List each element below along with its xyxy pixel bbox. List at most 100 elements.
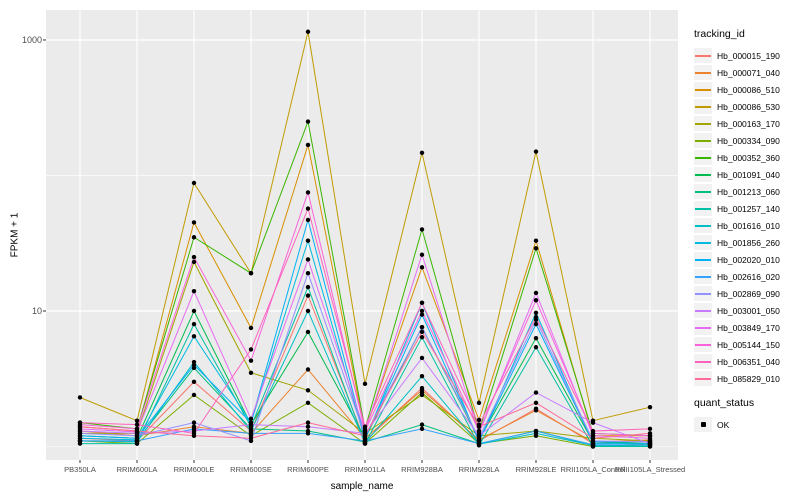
x-tick-label: PB350LA bbox=[64, 465, 96, 474]
legend-item: Hb_000352_360 bbox=[694, 149, 800, 166]
legend-key-icon bbox=[694, 48, 712, 63]
legend-key-icon bbox=[694, 235, 712, 250]
data-point bbox=[191, 433, 197, 438]
data-point bbox=[419, 374, 425, 379]
data-point bbox=[533, 400, 539, 406]
data-point bbox=[191, 259, 197, 265]
legend-key-icon bbox=[694, 303, 712, 318]
y-tick-label: 1000 bbox=[21, 34, 42, 45]
legend-line-swatch bbox=[695, 71, 711, 74]
legend-key-icon bbox=[694, 320, 712, 335]
data-point bbox=[419, 329, 425, 335]
legend-line-swatch bbox=[695, 54, 711, 57]
data-point bbox=[590, 436, 596, 441]
data-point bbox=[419, 355, 425, 361]
data-point bbox=[305, 29, 311, 34]
data-point bbox=[362, 438, 368, 444]
data-point bbox=[305, 420, 311, 425]
data-point bbox=[191, 420, 197, 425]
legend-key-icon bbox=[694, 65, 712, 80]
data-point bbox=[419, 426, 425, 432]
legend-item: Hb_002869_090 bbox=[694, 285, 800, 302]
data-point bbox=[533, 238, 539, 243]
data-point bbox=[362, 424, 368, 429]
data-point bbox=[134, 422, 140, 427]
legend-line-swatch bbox=[695, 275, 711, 278]
data-point bbox=[362, 381, 368, 387]
data-point bbox=[134, 418, 140, 423]
legend-item: Hb_000015_190 bbox=[694, 47, 800, 64]
data-point bbox=[419, 227, 425, 232]
data-point bbox=[533, 290, 539, 296]
data-point bbox=[248, 431, 254, 436]
legend-item: Hb_000163_170 bbox=[694, 115, 800, 132]
legend-item-label: Hb_000086_510 bbox=[717, 84, 780, 95]
data-point bbox=[305, 238, 311, 243]
legend-item: Hb_002020_010 bbox=[694, 251, 800, 268]
data-point bbox=[647, 426, 653, 432]
data-point bbox=[77, 420, 83, 425]
legend-key-icon bbox=[694, 184, 712, 199]
y-axis-title: FPKM + 1 bbox=[9, 212, 21, 258]
x-axis-title: sample_name bbox=[330, 481, 394, 492]
data-point bbox=[305, 388, 311, 393]
legend-line-swatch bbox=[695, 292, 711, 295]
point-swatch-icon bbox=[700, 422, 706, 427]
data-point bbox=[362, 428, 368, 434]
data-point bbox=[419, 422, 425, 427]
data-point bbox=[647, 441, 653, 446]
data-point bbox=[533, 246, 539, 251]
data-point bbox=[305, 367, 311, 372]
data-point bbox=[191, 180, 197, 186]
legend-key-icon bbox=[694, 167, 712, 182]
data-point bbox=[419, 390, 425, 395]
data-point bbox=[248, 416, 254, 422]
data-point bbox=[191, 362, 197, 368]
data-point bbox=[248, 436, 254, 441]
data-point bbox=[248, 422, 254, 427]
legend-item: Hb_001091_040 bbox=[694, 166, 800, 183]
legend-item-label: Hb_003849_170 bbox=[717, 322, 780, 333]
legend-line-swatch bbox=[695, 343, 711, 346]
x-tick-label: RRIM600SE bbox=[230, 465, 272, 474]
data-point bbox=[191, 308, 197, 314]
legend-line-swatch bbox=[695, 309, 711, 312]
x-tick-label: RRII105LA_Control bbox=[560, 465, 626, 474]
data-point bbox=[419, 300, 425, 305]
data-point bbox=[248, 347, 254, 352]
legend-key-icon bbox=[694, 116, 712, 131]
data-point bbox=[191, 379, 197, 385]
data-point bbox=[305, 400, 311, 406]
legend-item-label: Hb_001856_260 bbox=[717, 237, 780, 248]
quant-status-legend: quant_status OK bbox=[694, 397, 800, 433]
legend-item-label: Hb_000086_530 bbox=[717, 101, 780, 112]
plot-panel bbox=[46, 10, 678, 460]
data-point bbox=[305, 190, 311, 195]
legend-title-tracking-id: tracking_id bbox=[694, 28, 745, 40]
legend-item-label: Hb_003001_050 bbox=[717, 305, 780, 316]
legend-key-icon bbox=[694, 354, 712, 369]
legend-item-label: Hb_002020_010 bbox=[717, 254, 780, 265]
quant-status-item: OK bbox=[694, 416, 800, 433]
legend-line-swatch bbox=[695, 224, 711, 227]
legend-line-swatch bbox=[695, 326, 711, 329]
data-point bbox=[533, 345, 539, 350]
legend-key-icon bbox=[694, 286, 712, 301]
data-point bbox=[248, 358, 254, 363]
data-point bbox=[305, 329, 311, 335]
data-point bbox=[419, 252, 425, 257]
data-point bbox=[647, 431, 653, 436]
legend-item-label: Hb_002616_020 bbox=[717, 271, 780, 282]
legend-key-icon bbox=[694, 371, 712, 386]
data-point bbox=[305, 119, 311, 124]
legend-item: Hb_003001_050 bbox=[694, 302, 800, 319]
data-point bbox=[305, 431, 311, 436]
data-point bbox=[305, 308, 311, 314]
data-point bbox=[476, 428, 482, 434]
legend-item: Hb_000071_040 bbox=[694, 64, 800, 81]
data-point bbox=[419, 312, 425, 317]
legend-key-icon bbox=[694, 150, 712, 165]
legend-line-swatch bbox=[695, 241, 711, 244]
data-point bbox=[191, 334, 197, 339]
legend-line-swatch bbox=[695, 258, 711, 261]
